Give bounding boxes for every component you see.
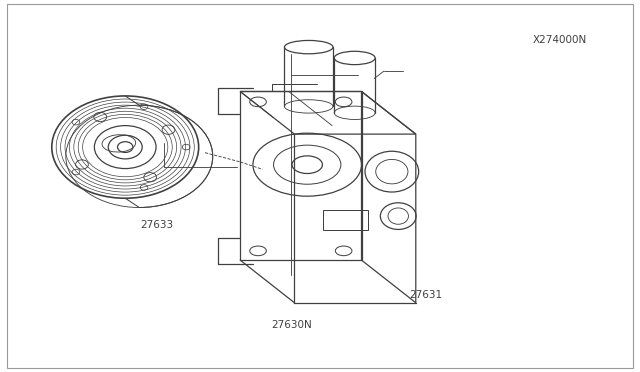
Text: X274000N: X274000N xyxy=(532,35,587,45)
Text: 27633: 27633 xyxy=(141,220,173,230)
Text: 27630N: 27630N xyxy=(271,320,312,330)
Bar xyxy=(323,210,368,231)
Text: 27631: 27631 xyxy=(409,290,442,300)
